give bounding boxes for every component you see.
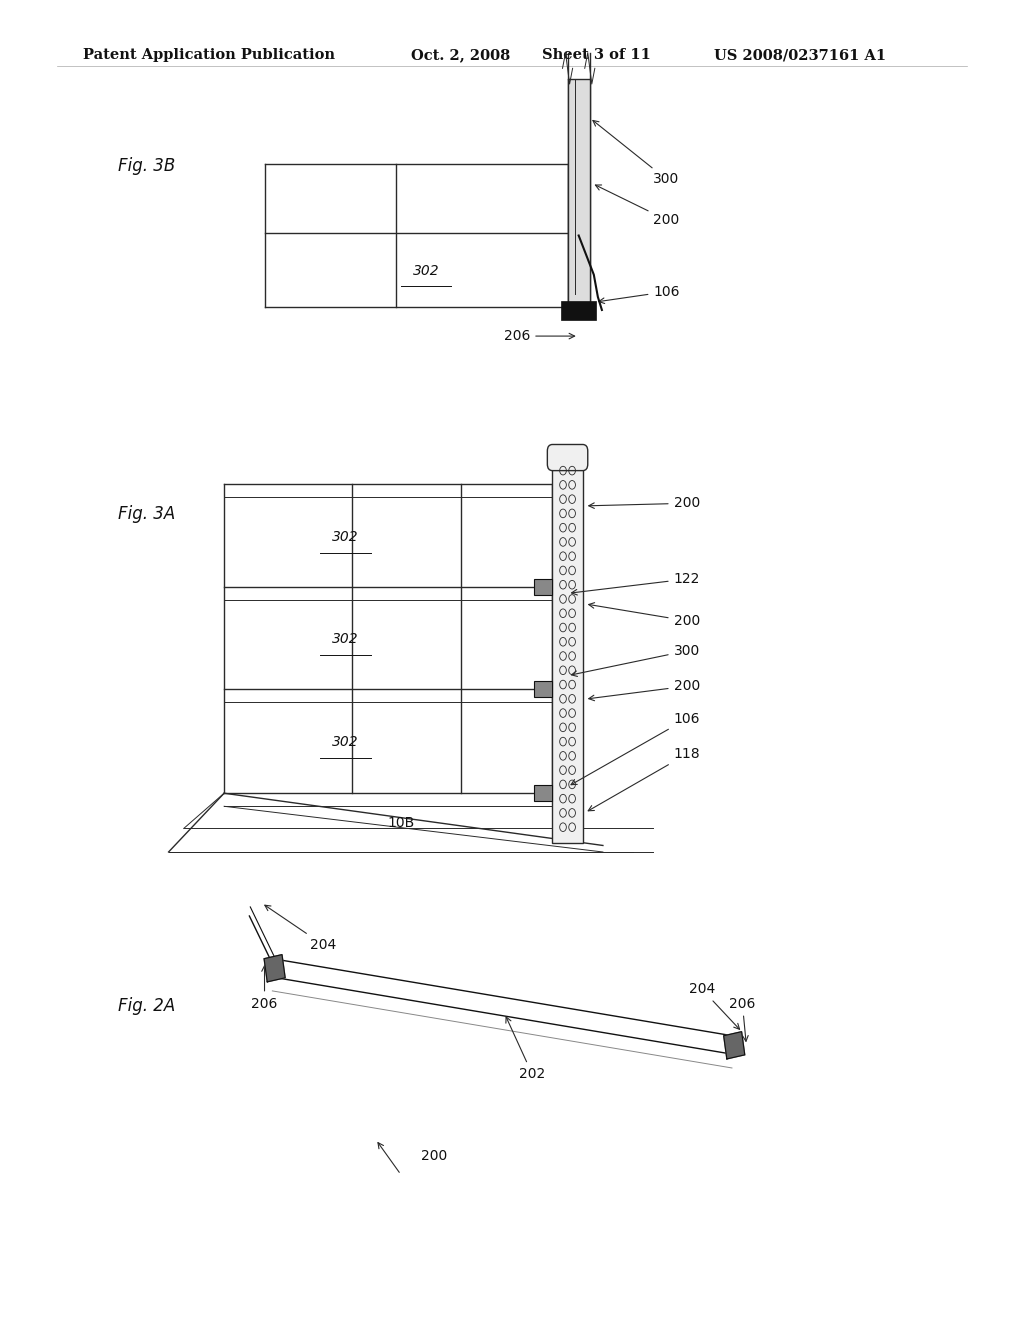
Text: 200: 200 — [589, 603, 699, 628]
Text: 206: 206 — [504, 329, 574, 343]
Bar — [567, 79, 590, 308]
Text: Oct. 2, 2008: Oct. 2, 2008 — [411, 49, 510, 62]
Text: US 2008/0237161 A1: US 2008/0237161 A1 — [714, 49, 886, 62]
FancyBboxPatch shape — [548, 445, 588, 471]
Bar — [561, 301, 596, 321]
Text: 204: 204 — [689, 982, 739, 1030]
Text: 200: 200 — [589, 678, 699, 701]
Text: 200: 200 — [589, 496, 699, 511]
Polygon shape — [724, 1032, 744, 1059]
Polygon shape — [264, 954, 285, 982]
Text: Fig. 2A: Fig. 2A — [118, 997, 175, 1015]
Text: 106: 106 — [571, 711, 700, 784]
Text: 302: 302 — [332, 735, 358, 750]
Text: 302: 302 — [413, 264, 439, 277]
Text: 200: 200 — [421, 1150, 447, 1163]
Text: 300: 300 — [571, 644, 699, 676]
Text: 302: 302 — [332, 632, 358, 645]
Text: 204: 204 — [265, 906, 336, 952]
Text: 206: 206 — [729, 997, 756, 1041]
Text: 206: 206 — [251, 966, 278, 1011]
Text: 122: 122 — [571, 572, 700, 595]
Text: 302: 302 — [332, 531, 358, 544]
Text: 300: 300 — [593, 120, 680, 186]
Text: 106: 106 — [599, 285, 680, 304]
Text: 118: 118 — [588, 747, 700, 810]
Text: Patent Application Publication: Patent Application Publication — [83, 49, 335, 62]
Bar — [535, 681, 552, 697]
Text: 10B: 10B — [387, 816, 415, 830]
Text: 200: 200 — [595, 185, 680, 227]
Bar — [552, 451, 583, 843]
Text: Fig. 3B: Fig. 3B — [118, 157, 175, 176]
Text: Fig. 3A: Fig. 3A — [118, 504, 175, 523]
Bar — [535, 579, 552, 595]
Text: Sheet 3 of 11: Sheet 3 of 11 — [543, 49, 651, 62]
Bar — [535, 785, 552, 801]
Text: 202: 202 — [506, 1016, 546, 1081]
